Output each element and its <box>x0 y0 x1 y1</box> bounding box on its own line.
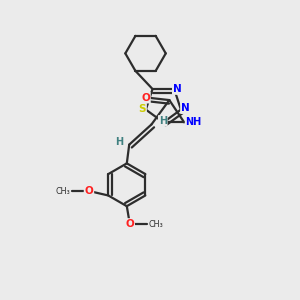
Text: N: N <box>173 84 182 94</box>
Text: N: N <box>181 103 190 113</box>
Text: NH: NH <box>186 117 202 127</box>
Text: CH₃: CH₃ <box>56 187 70 196</box>
Text: O: O <box>141 93 150 103</box>
Text: O: O <box>125 219 134 229</box>
Text: S: S <box>139 104 146 114</box>
Text: O: O <box>85 186 93 196</box>
Text: H: H <box>115 137 123 147</box>
Text: CH₃: CH₃ <box>148 220 163 229</box>
Text: H: H <box>159 116 167 126</box>
